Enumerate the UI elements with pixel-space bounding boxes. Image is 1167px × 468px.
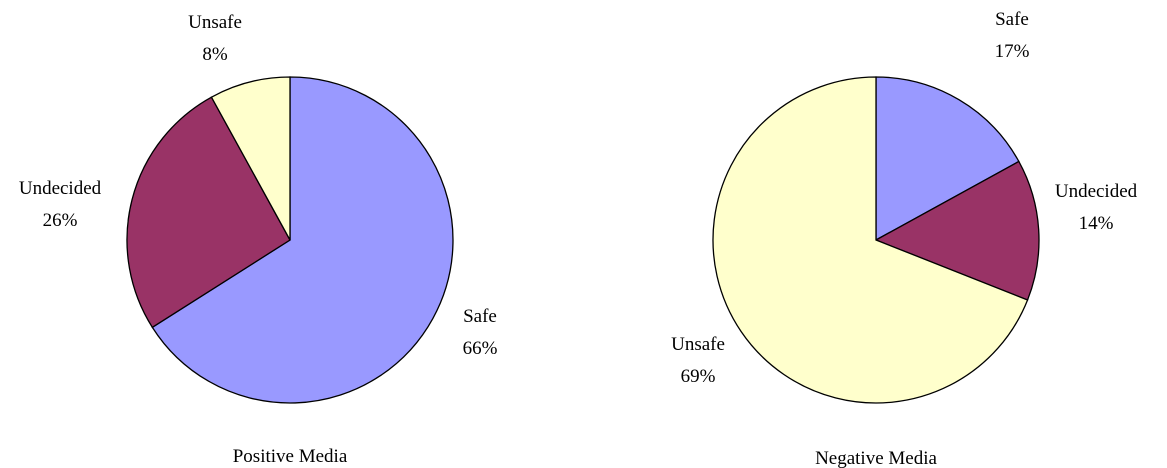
slice-percent-unsafe: 8% <box>202 44 228 65</box>
slice-label-safe: Safe <box>995 9 1029 30</box>
slice-label-unsafe: Unsafe <box>188 12 242 33</box>
chart-title-negative-media: Negative Media <box>815 448 937 468</box>
pie-chart-negative-media: Safe 17% Undecided 14% Unsafe 69% <box>671 9 1138 404</box>
pie-slice-undecided <box>126 96 291 329</box>
slice-percent-unsafe: 69% <box>681 366 716 387</box>
slice-percent-undecided: 26% <box>43 210 78 231</box>
pie-slice-undecided <box>874 160 1040 301</box>
pie-slice-safe <box>151 76 454 404</box>
pie-slice-safe <box>875 76 1020 242</box>
slice-label-undecided: Undecided <box>1055 181 1138 202</box>
slice-percent-safe: 17% <box>995 41 1030 62</box>
pie-slice-unsafe <box>712 76 1029 404</box>
pie-slice-unsafe <box>210 76 291 241</box>
slice-label-safe: Safe <box>463 306 497 327</box>
slice-percent-undecided: 14% <box>1079 213 1114 234</box>
slice-label-unsafe: Unsafe <box>671 334 725 355</box>
pie-chart-positive-media: Safe 66% Undecided 26% Unsafe 8% <box>19 12 498 404</box>
slice-percent-safe: 66% <box>463 338 498 359</box>
chart-title-positive-media: Positive Media <box>233 446 348 467</box>
slice-label-undecided: Undecided <box>19 178 102 199</box>
